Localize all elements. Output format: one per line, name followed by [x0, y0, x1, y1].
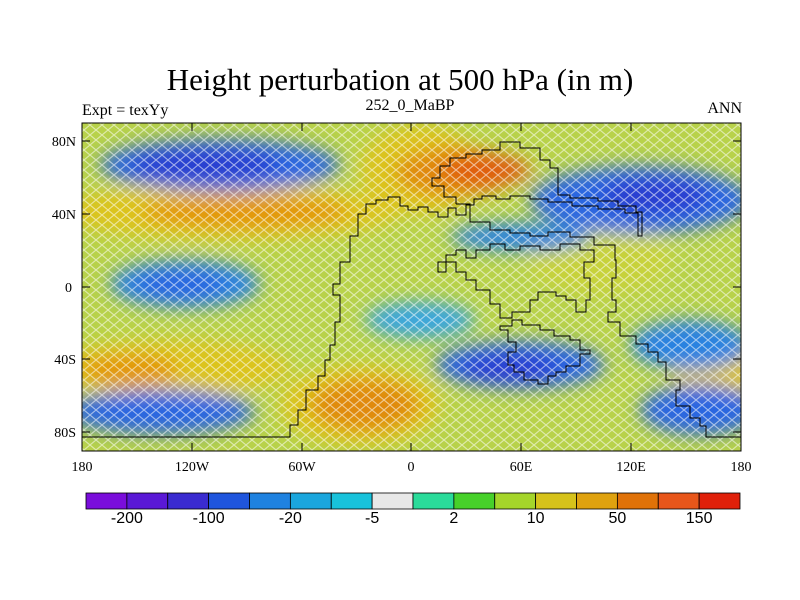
colorbar-box [576, 492, 618, 510]
colorbar-label: -100 [193, 510, 225, 527]
colorbar-label: -20 [279, 510, 302, 527]
colorbar-labels: -200 -100 -20 -5 2 10 50 150 [111, 510, 713, 527]
period-label: 252_0_MaBP [365, 97, 455, 114]
x-tick-label: 120E [616, 460, 646, 475]
colorbar-box [412, 492, 455, 510]
stipple-hatching [82, 123, 741, 451]
x-tick-label: 60W [288, 460, 316, 475]
y-tick-label: 40S [54, 353, 76, 368]
colorbar-label: 50 [608, 510, 626, 527]
colorbar-box [616, 492, 659, 510]
y-tick-label: 40N [52, 208, 76, 223]
colorbar-box [208, 492, 250, 510]
colorbar-box [289, 492, 332, 510]
colorbar-label: -5 [365, 510, 379, 527]
colorbar-box [330, 492, 373, 510]
colorbar-label: 2 [449, 510, 458, 527]
colorbar-label: 150 [686, 510, 713, 527]
x-tick-label: 180 [72, 460, 93, 475]
x-tick-label: 120W [175, 460, 210, 475]
x-tick-label: 60E [510, 460, 533, 475]
colorbar-box [453, 492, 496, 510]
latitude-axis: 80N 40N 0 40S 80S [52, 135, 741, 441]
continent-outline [82, 141, 643, 438]
interior-outline [437, 243, 595, 319]
colorbar-box [494, 492, 537, 510]
southern-continent-outline [499, 319, 591, 385]
colorbar-box [535, 492, 577, 510]
colorbar-box [167, 492, 210, 510]
colorbar-label: -200 [111, 510, 143, 527]
colorbar-box [371, 492, 414, 510]
y-tick-label: 0 [65, 281, 72, 296]
colorbar-box [698, 492, 741, 510]
continent-outline-south [456, 203, 741, 438]
y-tick-label: 80S [54, 426, 76, 441]
longitude-axis: 180 120W 60W 0 60E 120E 180 [72, 123, 752, 475]
field-layer [82, 123, 741, 451]
map-title: Height perturbation at 500 hPa (in m) [166, 62, 634, 97]
experiment-label: Expt = texYy [82, 102, 169, 119]
y-tick-label: 80N [52, 135, 76, 150]
colorbar-box [85, 492, 128, 510]
colorbar-box [657, 492, 700, 510]
x-tick-label: 180 [731, 460, 752, 475]
colorbar-label: 10 [527, 510, 545, 527]
colorbar-box [126, 492, 169, 510]
colorbar-boxes [85, 492, 741, 510]
x-tick-label: 0 [408, 460, 415, 475]
season-label: ANN [707, 100, 742, 117]
colorbar-box [249, 492, 291, 510]
